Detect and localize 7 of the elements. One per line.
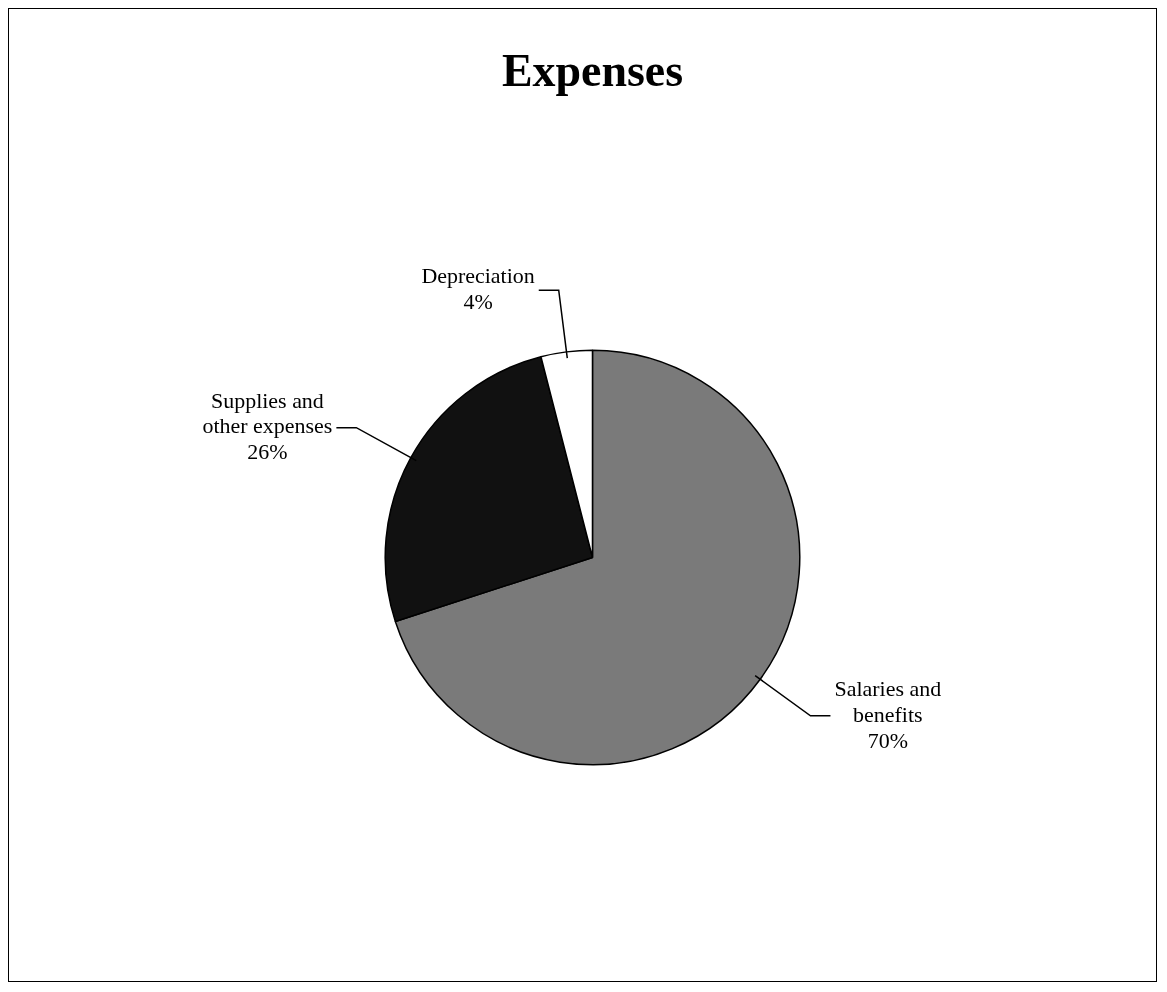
slice-label: Depreciation: [421, 263, 535, 288]
data-label: 26%: [247, 439, 288, 465]
chart-title: Expenses: [501, 45, 684, 97]
slice-label: Supplies and other expenses: [202, 387, 333, 439]
data-label: 70%: [867, 727, 908, 753]
slice-label: Salaries and benefits: [834, 675, 942, 727]
data-label: 4%: [463, 288, 493, 314]
